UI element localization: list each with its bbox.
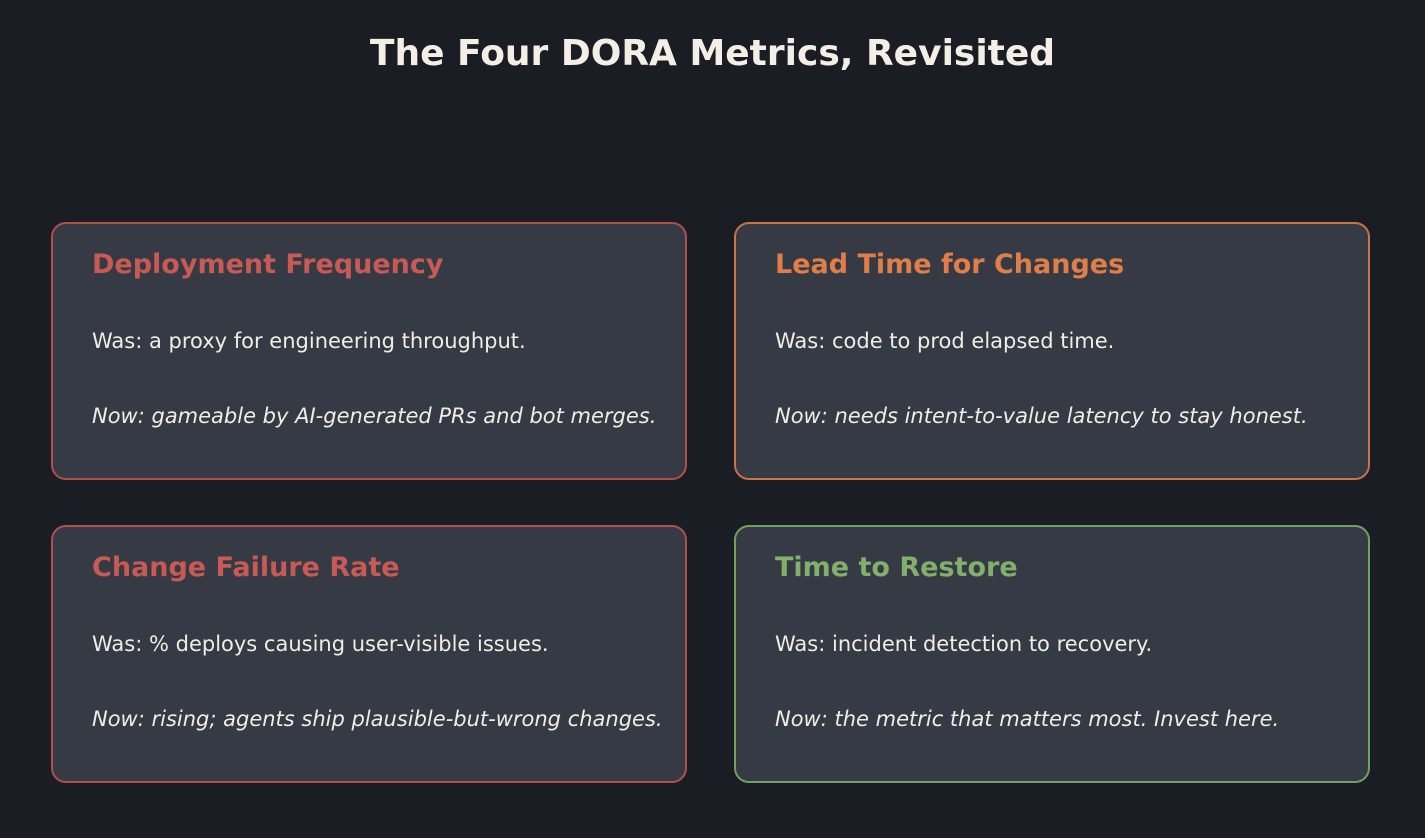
card-title: Time to Restore <box>775 552 1018 583</box>
card-now-text: Now: the metric that matters most. Inves… <box>775 707 1280 731</box>
diagram-title: The Four DORA Metrics, Revisited <box>369 33 1056 74</box>
card-time-to-restore: Time to Restore Was: incident detection … <box>734 525 1370 783</box>
card-now-text: Now: needs intent-to-value latency to st… <box>775 404 1308 428</box>
card-lead-time-for-changes: Lead Time for Changes Was: code to prod … <box>734 222 1370 480</box>
card-change-failure-rate: Change Failure Rate Was: % deploys causi… <box>51 525 687 783</box>
card-title: Change Failure Rate <box>92 552 400 583</box>
card-now-text: Now: rising; agents ship plausible-but-w… <box>92 707 663 731</box>
card-was-text: Was: code to prod elapsed time. <box>775 329 1115 353</box>
card-was-text: Was: a proxy for engineering throughput. <box>92 329 526 353</box>
card-title: Deployment Frequency <box>92 249 444 280</box>
card-title: Lead Time for Changes <box>775 249 1125 280</box>
card-was-text: Was: % deploys causing user-visible issu… <box>92 632 549 656</box>
card-now-text: Now: gameable by AI-generated PRs and bo… <box>92 404 657 428</box>
card-was-text: Was: incident detection to recovery. <box>775 632 1153 656</box>
card-deployment-frequency: Deployment Frequency Was: a proxy for en… <box>51 222 687 480</box>
